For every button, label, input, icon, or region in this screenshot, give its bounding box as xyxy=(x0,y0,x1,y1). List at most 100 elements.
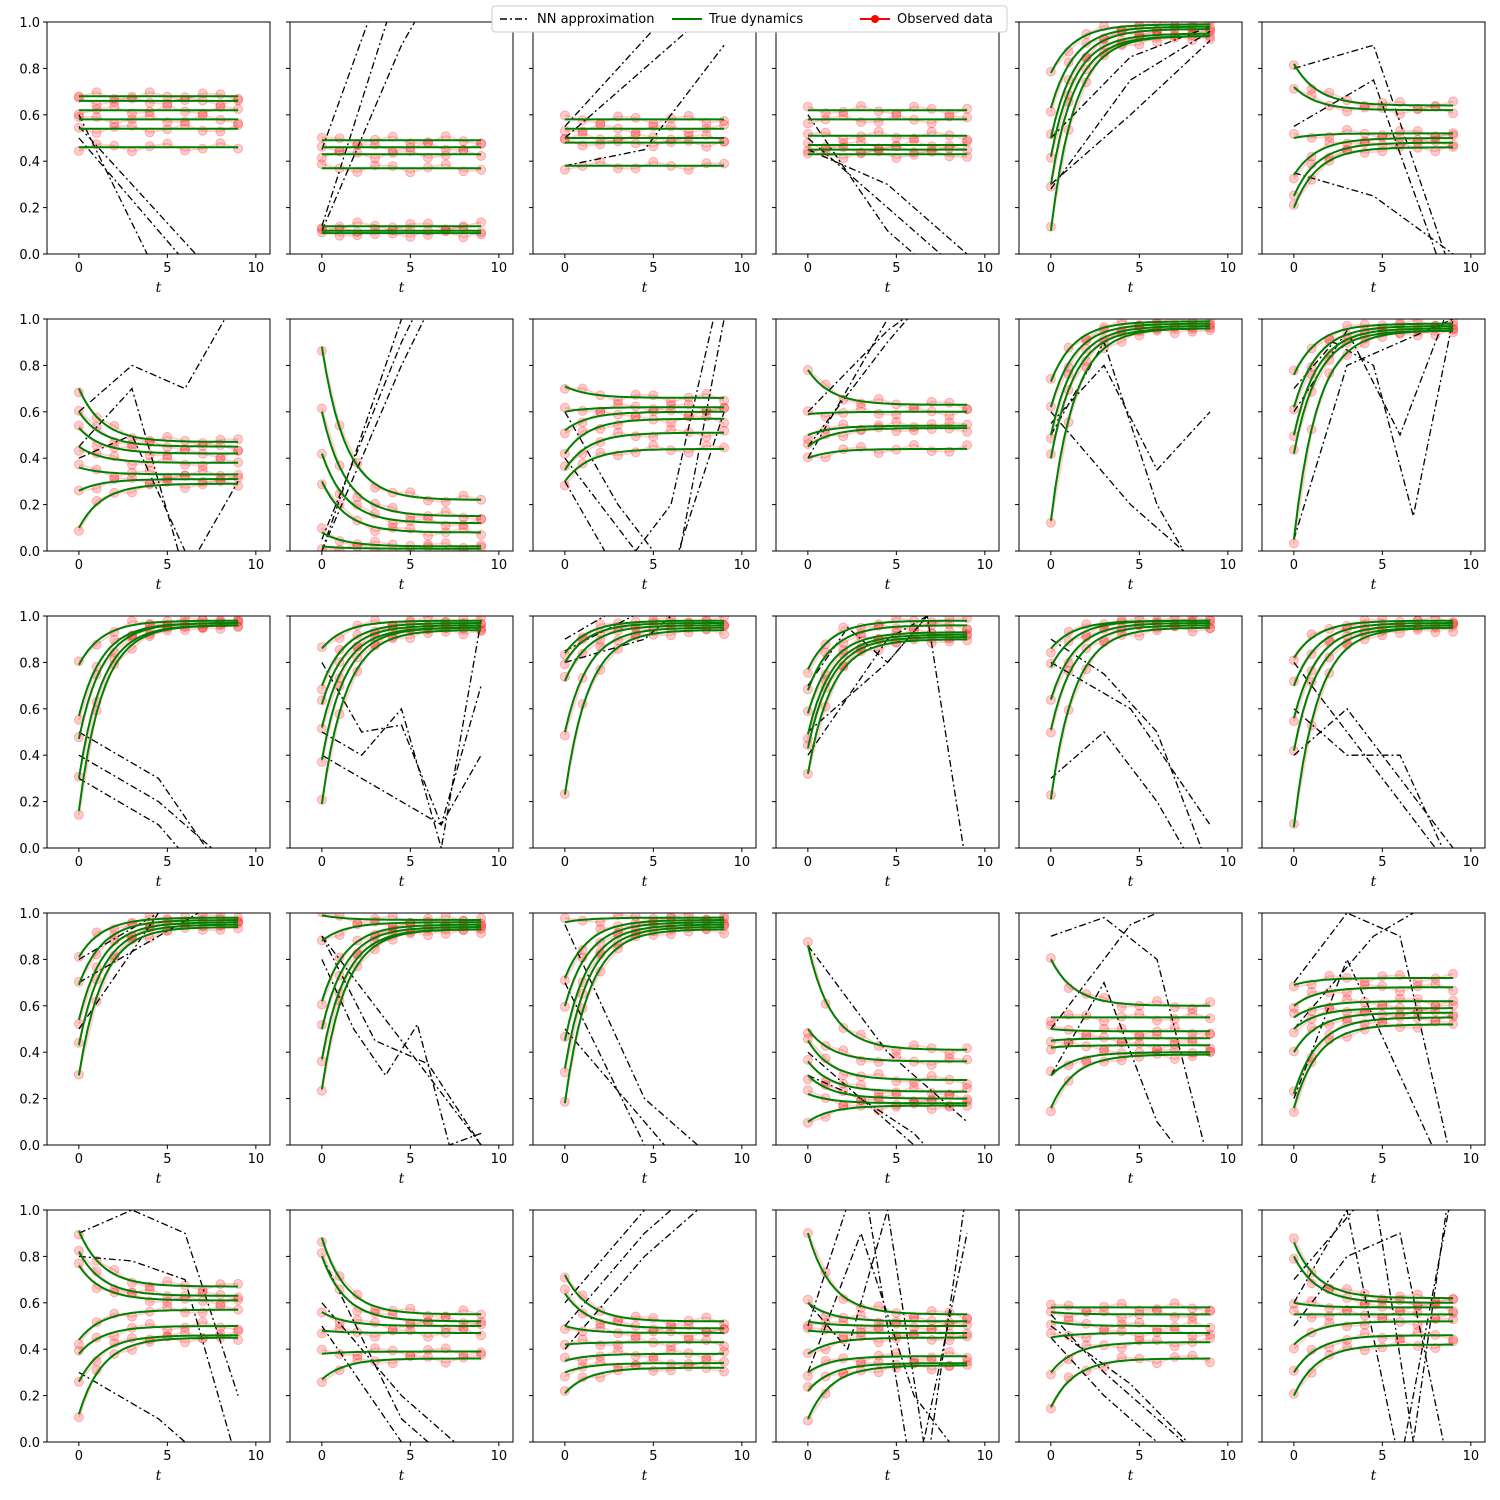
observed-point xyxy=(1288,655,1299,666)
observed-point xyxy=(1288,128,1299,139)
observed-point xyxy=(215,138,226,149)
observed-point xyxy=(233,480,244,491)
nn-approximation-line xyxy=(1050,638,1202,848)
true-dynamics-line xyxy=(77,624,239,779)
observed-series-line xyxy=(564,137,725,148)
y-tick-label: 1.0 xyxy=(19,610,40,625)
x-tick-label: 0 xyxy=(1290,1449,1298,1464)
observed-point xyxy=(1288,538,1299,549)
y-tick-label: 0.2 xyxy=(19,499,40,514)
observed-point xyxy=(1430,1343,1441,1354)
subplot-grid: 0 5 10 t 0.0 0.2 0.4 0.6 0.8 1.0 0 5 10 t 0 5 10 t 0 5 10 t 0 5… xyxy=(19,16,1486,1484)
x-tick-label: 5 xyxy=(1378,855,1386,870)
plot-area xyxy=(1288,616,1459,848)
observed-point xyxy=(370,1317,380,1328)
true-dynamics-line xyxy=(1050,1341,1211,1374)
observed-point xyxy=(1099,1032,1109,1043)
observed-point xyxy=(1288,83,1299,94)
true-dynamics-line xyxy=(807,1060,968,1093)
observed-point xyxy=(802,1294,813,1305)
observed-series-line xyxy=(807,104,968,116)
x-tick-label: 5 xyxy=(163,558,171,573)
true-dynamics-line xyxy=(78,619,239,666)
axes-frame xyxy=(46,318,271,552)
nn-approximation-line xyxy=(1050,731,1185,848)
true-dynamics-line xyxy=(78,1334,239,1383)
observed-point xyxy=(233,104,244,114)
true-dynamics-line xyxy=(77,923,239,1046)
observed-point xyxy=(926,446,937,457)
true-dynamics-line xyxy=(563,923,725,1041)
nn-approximation-line xyxy=(321,620,482,848)
x-tick-label: 10 xyxy=(1463,558,1480,573)
x-tick-label: 10 xyxy=(491,558,508,573)
true-dynamics-line xyxy=(563,626,725,733)
true-dynamics-line xyxy=(1049,622,1211,700)
true-dynamics-line xyxy=(807,447,968,460)
true-dynamics-line xyxy=(77,624,239,812)
observed-point xyxy=(215,101,226,112)
true-dynamics-line xyxy=(321,531,482,548)
axes-frame xyxy=(1261,1209,1486,1443)
legend-frame xyxy=(491,5,1008,33)
axes-frame xyxy=(775,912,1000,1146)
true-dynamics-line xyxy=(1050,1044,1211,1049)
axes-frame xyxy=(1018,318,1243,552)
observed-point xyxy=(316,403,327,414)
x-tick-label: 10 xyxy=(734,1152,751,1167)
observed-point xyxy=(1288,1107,1299,1117)
true-dynamics-line xyxy=(563,926,725,1069)
nn-approximation-line xyxy=(1293,957,1433,1145)
x-tick-label: 5 xyxy=(163,855,171,870)
x-axis-label: t xyxy=(399,577,405,593)
nn-approximation-line xyxy=(78,754,213,848)
x-tick-label: 5 xyxy=(892,855,900,870)
observed-point xyxy=(944,1347,955,1357)
x-axis-label: t xyxy=(885,1171,891,1187)
observed-point xyxy=(180,106,190,117)
plot-area xyxy=(1288,913,1459,1145)
observed-point xyxy=(233,1324,244,1335)
x-tick-label: 0 xyxy=(561,1152,569,1167)
true-dynamics-line xyxy=(1049,25,1211,109)
observed-point xyxy=(802,1054,813,1065)
observed-series-line xyxy=(78,123,239,134)
subplot-26: 0 5 10 t xyxy=(286,1209,514,1484)
observed-series-line xyxy=(1293,1237,1454,1303)
observed-point xyxy=(316,999,327,1010)
observed-point xyxy=(802,1228,813,1238)
true-dynamics-line xyxy=(564,1362,725,1374)
true-dynamics-line xyxy=(1292,329,1454,540)
x-tick-label: 5 xyxy=(406,558,414,573)
true-dynamics-line xyxy=(78,478,239,492)
observed-point xyxy=(962,1054,973,1065)
subplot-24: 0 5 10 t xyxy=(1258,912,1486,1187)
true-dynamics-line xyxy=(806,624,968,691)
observed-series-line xyxy=(321,1326,482,1338)
axes-frame xyxy=(1018,1209,1243,1443)
nn-approximation-line xyxy=(1293,319,1454,540)
x-tick-label: 10 xyxy=(248,558,265,573)
observed-series-line xyxy=(807,420,968,441)
axes-frame xyxy=(775,615,1000,849)
observed-point xyxy=(73,809,84,820)
true-dynamics-line xyxy=(1292,1016,1454,1095)
observed-point xyxy=(891,108,902,119)
observed-point xyxy=(1412,1289,1423,1300)
subplot-6: 0 5 10 t xyxy=(1258,21,1486,296)
observed-point xyxy=(1412,1341,1423,1351)
observed-series-line xyxy=(321,483,482,537)
true-dynamics-line xyxy=(320,626,482,760)
observed-point xyxy=(1377,981,1388,992)
x-tick-label: 10 xyxy=(734,558,751,573)
nn-approximation-line xyxy=(321,662,482,827)
true-dynamics-line xyxy=(1292,1023,1454,1109)
observed-point xyxy=(873,106,884,117)
observed-point xyxy=(73,459,84,470)
axes-frame xyxy=(1261,615,1486,849)
true-dynamics-line xyxy=(806,636,968,749)
observed-point xyxy=(1063,1300,1074,1311)
plot-area xyxy=(1045,1298,1216,1442)
nn-approximation-line xyxy=(321,22,416,232)
nn-approximation-line xyxy=(1293,913,1449,1145)
